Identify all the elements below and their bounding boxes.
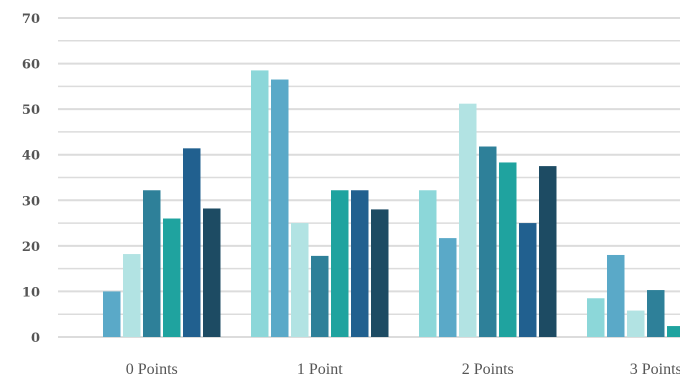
bar	[271, 79, 289, 338]
bar	[163, 218, 181, 337]
bar	[419, 190, 437, 337]
bar	[647, 290, 665, 337]
y-tick-label: 50	[22, 103, 40, 118]
y-tick-label: 30	[22, 194, 40, 209]
bar	[291, 223, 309, 337]
x-tick-label: 0 Points	[126, 361, 178, 378]
bar	[123, 254, 141, 337]
bar	[203, 208, 221, 337]
x-tick-label: 3 Points	[630, 361, 680, 378]
bar	[143, 190, 161, 337]
bar	[331, 190, 349, 337]
y-tick-label: 20	[22, 240, 40, 255]
y-tick-label: 0	[31, 331, 40, 346]
bar	[607, 254, 625, 337]
x-axis: 0 Points 1 Point 2 Points 3 Points	[126, 361, 680, 378]
y-tick-label: 60	[22, 58, 40, 73]
bars	[103, 70, 680, 338]
bar	[499, 162, 517, 337]
bar	[251, 70, 269, 338]
bar	[667, 326, 680, 337]
bar	[371, 209, 389, 337]
bar	[311, 255, 329, 337]
y-tick-label: 70	[22, 12, 40, 27]
bar	[587, 298, 605, 337]
y-tick-label: 40	[22, 149, 40, 164]
bar	[627, 310, 645, 337]
x-tick-label: 2 Points	[462, 361, 514, 378]
gridlines	[58, 17, 680, 338]
x-tick-label: 1 Point	[297, 361, 343, 378]
bar	[539, 166, 557, 337]
bar	[479, 146, 497, 337]
bar	[439, 238, 457, 337]
bar	[103, 291, 121, 337]
bar	[459, 103, 477, 337]
y-tick-label: 10	[22, 285, 40, 300]
bar	[519, 223, 537, 337]
bar	[183, 148, 201, 337]
y-axis: 0 10 20 30 40 50 60 70	[22, 12, 40, 346]
bar	[351, 190, 369, 337]
